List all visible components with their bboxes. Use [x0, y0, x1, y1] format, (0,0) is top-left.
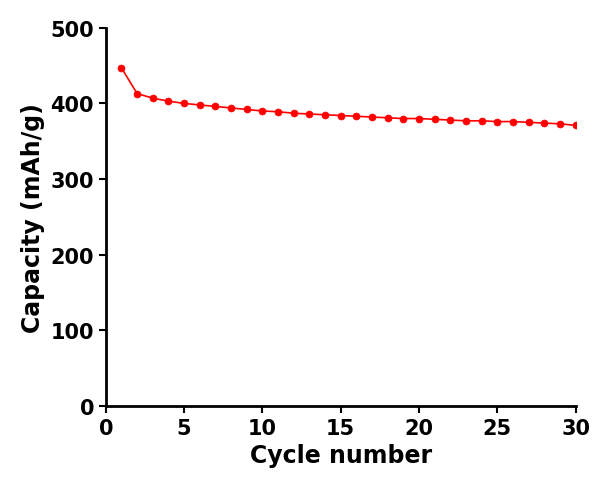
Y-axis label: Capacity (mAh/g): Capacity (mAh/g)	[21, 102, 45, 332]
X-axis label: Cycle number: Cycle number	[250, 443, 432, 467]
